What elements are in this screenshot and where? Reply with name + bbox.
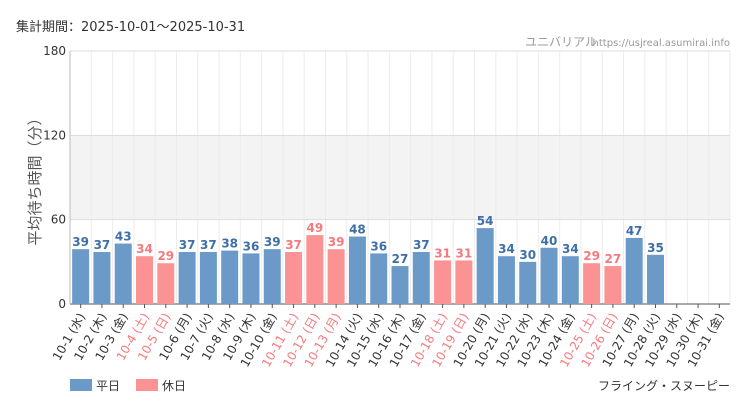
bar [412,251,430,304]
data-label: 40 [541,234,558,248]
legend-swatch-holiday [136,379,158,391]
data-label: 47 [626,224,643,238]
bar [561,256,579,304]
legend-label-weekday: 平日 [96,379,120,393]
y-tick-label: 60 [51,213,66,227]
data-label: 54 [477,214,494,228]
bar [327,249,345,304]
data-label: 29 [157,249,174,263]
bar [583,263,601,304]
shaded-band [70,135,730,220]
data-label: 34 [498,242,515,256]
bar [136,256,154,304]
bar [93,251,111,304]
bar [497,256,515,304]
data-label: 30 [519,248,536,262]
data-label: 36 [243,239,260,253]
y-tick-label: 180 [43,44,66,58]
site-url: https://usjreal.asumirai.info [593,38,730,49]
bar [263,249,281,304]
data-label: 35 [647,241,664,255]
bar [391,266,409,304]
bar [646,254,664,304]
bar [625,237,643,304]
data-label: 48 [349,223,366,237]
data-label: 31 [434,246,451,260]
bar [476,228,494,304]
data-label: 34 [136,242,153,256]
site-name: ユニバリアル [525,35,597,49]
y-tick-label: 120 [43,128,66,142]
data-label: 37 [94,238,111,252]
legend-swatch-weekday [70,379,92,391]
bar [114,243,132,304]
bar [306,235,324,304]
data-label: 38 [221,237,238,251]
bar [221,250,239,304]
data-label: 27 [605,252,622,266]
bar [370,253,388,304]
legend-label-holiday: 休日 [162,379,186,393]
data-label: 39 [328,235,345,249]
bar [540,247,558,304]
y-tick-label: 0 [58,297,66,311]
period-label: 集計期間：2025-10-01～2025-10-31 [16,19,245,35]
bar [242,253,260,304]
bar [178,251,196,304]
attraction-name: フライング・スヌーピー [598,379,730,393]
data-label: 39 [72,235,89,249]
bar [519,261,537,304]
bar [199,251,217,304]
data-label: 36 [370,239,387,253]
data-label: 29 [583,249,600,263]
bar [604,266,622,304]
bar [285,251,303,304]
data-label: 27 [392,252,409,266]
data-label: 43 [115,230,132,244]
data-label: 37 [179,238,196,252]
bar [455,260,473,304]
bar [434,260,452,304]
bar [157,263,175,304]
data-label: 37 [413,238,430,252]
data-label: 37 [200,238,217,252]
data-label: 34 [562,242,579,256]
y-axis-label: 平均待ち時間（分） [26,110,44,245]
legend: 平日 休日 [70,379,186,393]
data-label: 49 [306,221,323,235]
data-label: 31 [456,246,473,260]
data-label: 37 [285,238,302,252]
bar [348,236,366,304]
bar [72,249,90,304]
data-label: 39 [264,235,281,249]
